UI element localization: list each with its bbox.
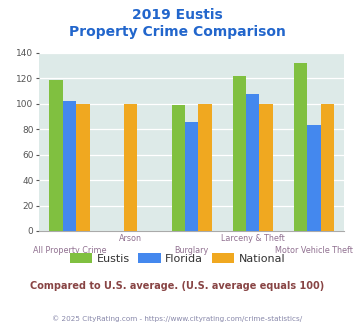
Bar (49, 80, 63, 231)
Bar (198, 104, 212, 231)
Bar (307, 125, 321, 231)
Legend: Eustis, Florida, National: Eustis, Florida, National (65, 248, 290, 268)
Bar (124, 104, 137, 231)
Text: © 2025 CityRating.com - https://www.cityrating.com/crime-statistics/: © 2025 CityRating.com - https://www.city… (53, 315, 302, 322)
Bar (76, 104, 90, 231)
Bar (246, 93, 260, 231)
Text: 2019 Eustis: 2019 Eustis (132, 8, 223, 22)
Bar (63, 101, 76, 231)
Bar (171, 105, 185, 231)
Bar (233, 76, 246, 231)
Text: Property Crime Comparison: Property Crime Comparison (69, 25, 286, 39)
Bar (185, 121, 198, 231)
Bar (294, 63, 307, 231)
Text: Compared to U.S. average. (U.S. average equals 100): Compared to U.S. average. (U.S. average … (31, 281, 324, 291)
Bar (260, 104, 273, 231)
Bar (321, 104, 334, 231)
